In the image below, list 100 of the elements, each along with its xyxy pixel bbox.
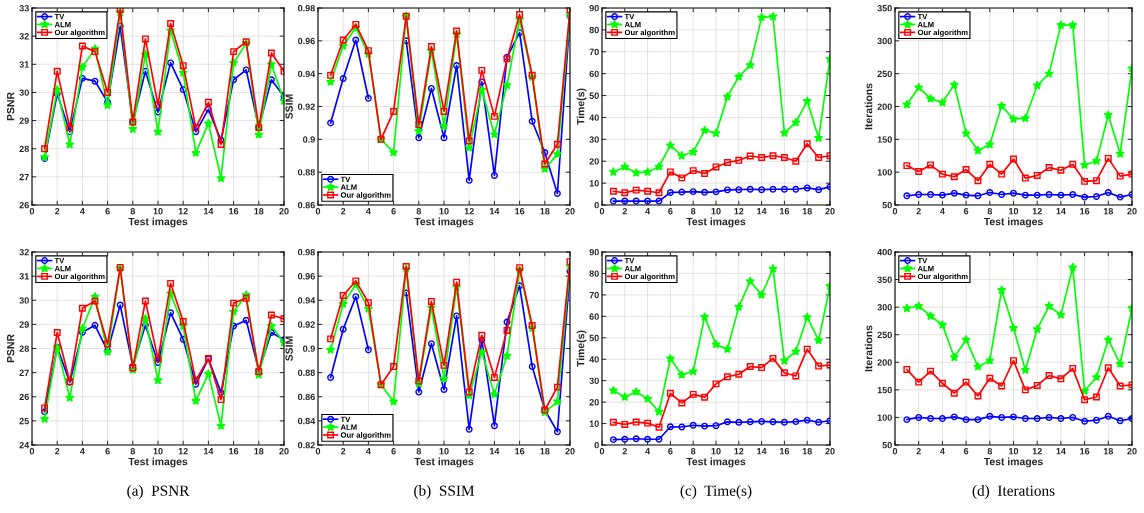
- y-axis-title: Iterations: [864, 325, 873, 372]
- x-tick-label: 2: [55, 208, 60, 215]
- y-tick-label: 0.98: [298, 248, 315, 256]
- y-tick-label: 0: [594, 441, 599, 449]
- x-tick-label: 14: [1056, 208, 1066, 215]
- y-tick-label: 0.9: [303, 136, 315, 143]
- text: (b) SSIM: [414, 485, 475, 499]
- x-tick-label: 10: [711, 208, 721, 215]
- x-tick-label: 14: [489, 448, 500, 455]
- y-tick-label: 90: [589, 4, 599, 12]
- y-tick-label: 300: [877, 37, 892, 45]
- x-tick-label: 6: [963, 208, 969, 215]
- x-tick-label: 12: [464, 448, 474, 455]
- text: (d) Iterations: [972, 485, 1055, 499]
- y-tick-label: 150: [877, 386, 892, 394]
- x-tick-label: 4: [940, 208, 945, 215]
- x-tick-label: 12: [178, 448, 188, 455]
- y-tick-label: 10: [589, 180, 599, 187]
- x-tick-label: 4: [645, 208, 651, 215]
- x-tick-label: 12: [734, 208, 744, 215]
- x-tick-label: 4: [645, 448, 651, 455]
- x-tick-label: 10: [711, 448, 721, 455]
- y-axis-title: Iterations: [864, 83, 873, 130]
- y-tick-label: 60: [589, 70, 599, 78]
- y-tick-label: 33: [19, 4, 29, 12]
- x-tick-label: 0: [29, 208, 35, 215]
- y-tick-label: 31: [19, 273, 29, 280]
- x-tick-label: 12: [1032, 208, 1042, 215]
- x-tick-label: 18: [1103, 208, 1114, 215]
- x-tick-label: 18: [802, 208, 812, 215]
- y-tick-label: 27: [19, 173, 29, 181]
- x-tick-label: 20: [565, 448, 575, 455]
- x-tick-label: 2: [622, 208, 627, 215]
- x-tick-label: 14: [203, 448, 214, 455]
- x-tick-label: 4: [366, 208, 371, 215]
- y-tick-label: 30: [589, 136, 599, 143]
- y-tick-label: 20: [589, 399, 599, 406]
- y-tick-label: 100: [877, 169, 892, 176]
- y-tick-label: 50: [882, 441, 892, 449]
- x-tick-label: 12: [464, 208, 474, 215]
- y-tick-label: 200: [877, 103, 892, 110]
- y-tick-label: 100: [877, 414, 892, 421]
- x-tick-label: 16: [515, 448, 525, 455]
- x-tick-label: 20: [1127, 208, 1137, 215]
- y-tick-label: 0.9: [303, 345, 315, 352]
- x-tick-label: 14: [1056, 448, 1066, 455]
- y-axis-title: SSIM: [285, 336, 293, 361]
- y-axis-title: PSNR: [6, 92, 15, 121]
- y-tick-label: 0.82: [298, 441, 315, 449]
- x-tick-label: 6: [105, 208, 110, 215]
- x-tick-label: 4: [940, 448, 945, 455]
- y-tick-label: 29: [19, 117, 29, 124]
- x-axis-title: Test images: [686, 217, 746, 228]
- x-tick-label: 10: [439, 448, 449, 455]
- x-axis-title: Test images: [128, 457, 188, 468]
- y-tick-label: 0.92: [298, 321, 315, 328]
- y-tick-label: 300: [877, 304, 892, 311]
- x-tick-label: 6: [963, 448, 969, 455]
- y-tick-label: 40: [589, 114, 599, 121]
- x-tick-label: 16: [1080, 208, 1090, 215]
- x-tick-label: 2: [622, 448, 627, 455]
- y-tick-label: 0.96: [298, 37, 315, 45]
- x-tick-label: 14: [757, 208, 767, 215]
- x-tick-label: 18: [802, 448, 812, 455]
- y-tick-label: 70: [589, 48, 599, 56]
- x-tick-label: 0: [599, 448, 605, 455]
- x-tick-label: 0: [29, 448, 35, 455]
- x-tick-label: 16: [779, 208, 790, 215]
- x-tick-label: 6: [391, 208, 396, 215]
- x-axis-title: Test images: [414, 457, 474, 468]
- y-tick-label: 350: [877, 276, 892, 283]
- x-tick-label: 2: [341, 208, 346, 215]
- x-tick-label: 0: [892, 448, 898, 455]
- x-tick-label: 12: [1032, 448, 1042, 455]
- x-tick-label: 6: [105, 448, 110, 455]
- y-tick-label: 0.96: [298, 273, 315, 280]
- x-tick-label: 20: [825, 448, 835, 455]
- x-tick-label: 12: [734, 448, 744, 455]
- y-tick-label: 80: [589, 270, 599, 277]
- x-axis-title: Test images: [983, 457, 1043, 468]
- x-tick-label: 6: [668, 448, 673, 455]
- x-tick-label: 16: [779, 448, 790, 455]
- x-tick-label: 2: [55, 448, 60, 455]
- y-tick-label: 30: [19, 89, 29, 96]
- y-tick-label: 30: [589, 377, 599, 385]
- y-axis-title: Time(s): [576, 88, 587, 125]
- y-tick-label: 25: [19, 417, 29, 425]
- y-tick-label: 29: [19, 321, 29, 328]
- y-tick-label: 50: [589, 92, 599, 99]
- x-tick-label: 18: [540, 208, 550, 215]
- x-tick-label: 8: [416, 208, 422, 215]
- y-tick-label: 26: [19, 393, 29, 401]
- x-tick-label: 12: [178, 208, 188, 215]
- x-tick-label: 10: [1009, 208, 1019, 215]
- x-tick-label: 14: [203, 208, 214, 215]
- x-tick-label: 0: [892, 208, 898, 215]
- y-axis-title: SSIM: [285, 94, 293, 119]
- x-axis-title: Test images: [128, 217, 188, 228]
- y-tick-label: 50: [882, 201, 892, 209]
- y-tick-label: 350: [877, 4, 892, 12]
